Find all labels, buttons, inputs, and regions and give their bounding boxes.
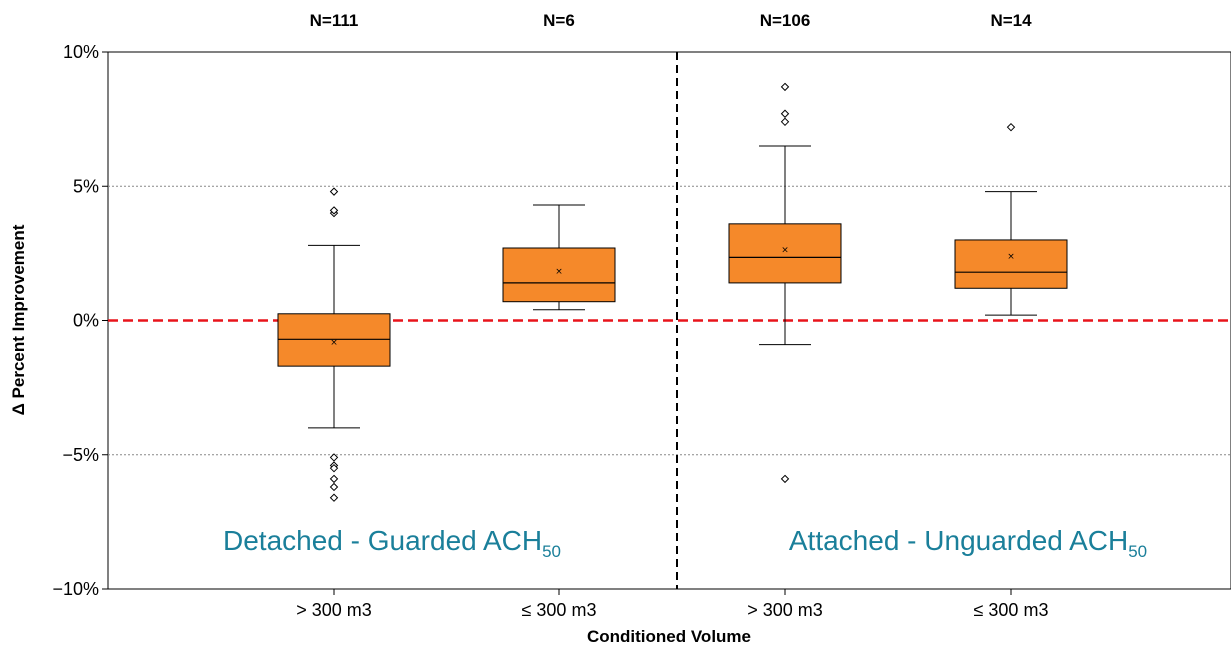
group-labels: Detached - Guarded ACH50 Attached - Ungua… (223, 525, 1147, 561)
group-label-subscript: 50 (542, 542, 561, 561)
x-tick-label: ≤ 300 m3 (522, 600, 597, 620)
iqr-box (502, 247, 616, 303)
y-tick-label: 0% (73, 311, 99, 331)
mean-marker: × (781, 245, 789, 255)
sample-size-label: N=106 (760, 11, 811, 30)
iqr-box (954, 239, 1068, 289)
outlier-point (1006, 122, 1016, 132)
y-tick-label: 10% (63, 42, 99, 62)
sample-size-label: N=14 (990, 11, 1032, 30)
grid-lines (108, 185, 1231, 456)
outlier-point (780, 474, 790, 484)
y-tick-label: 5% (73, 176, 99, 196)
y-axis-ticks: 10% 5% 0% −5% −10% (52, 42, 108, 599)
outlier-point (329, 206, 339, 215)
iqr-box (277, 313, 391, 367)
x-tick-label: > 300 m3 (747, 600, 823, 620)
outlier-point (329, 453, 339, 462)
sample-size-label: N=111 (310, 11, 359, 30)
outlier-point (329, 482, 339, 492)
y-axis-title: Δ Percent Improvement (9, 224, 28, 415)
outlier-point (780, 109, 790, 118)
mean-marker: × (330, 338, 338, 348)
sample-size-label: N=6 (543, 11, 575, 30)
x-axis-ticks: > 300 m3 ≤ 300 m3 > 300 m3 ≤ 300 m3 (296, 589, 1048, 620)
outlier-point (780, 117, 790, 127)
mean-marker: × (1007, 252, 1015, 262)
group-label-main: Detached - Guarded ACH (223, 525, 542, 556)
group-label: Attached - Unguarded ACH50 (789, 525, 1147, 561)
outlier-point (780, 82, 790, 92)
y-tick-label: −5% (62, 445, 99, 465)
outlier-point (329, 493, 339, 502)
sample-size-labels: N=111 N=6 N=106 N=14 (310, 11, 1032, 30)
group-label-main: Attached - Unguarded ACH (789, 525, 1128, 556)
outlier-point (329, 187, 339, 196)
outlier-point (329, 474, 339, 484)
x-tick-label: ≤ 300 m3 (974, 600, 1049, 620)
group-label-subscript: 50 (1128, 542, 1147, 561)
group-label: Detached - Guarded ACH50 (223, 525, 561, 561)
x-tick-label: > 300 m3 (296, 600, 372, 620)
mean-marker: × (555, 267, 563, 277)
y-tick-label: −10% (52, 579, 99, 599)
outlier-point (329, 463, 339, 473)
iqr-box (728, 223, 842, 284)
boxes: × × × × (277, 82, 1068, 502)
x-axis-title: Conditioned Volume (587, 627, 751, 646)
